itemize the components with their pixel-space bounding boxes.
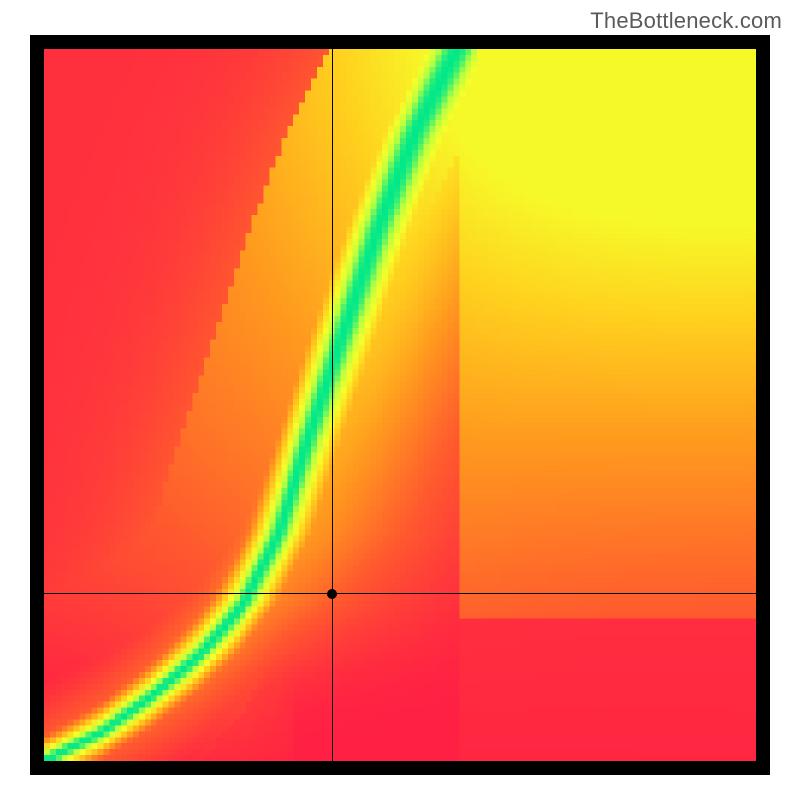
- heatmap-canvas: [44, 49, 756, 761]
- watermark-text: TheBottleneck.com: [590, 8, 782, 34]
- crosshair-marker: [327, 589, 337, 599]
- chart-container: TheBottleneck.com: [0, 0, 800, 800]
- crosshair-horizontal: [44, 593, 756, 594]
- crosshair-vertical: [332, 49, 333, 761]
- plot-area: [44, 49, 756, 761]
